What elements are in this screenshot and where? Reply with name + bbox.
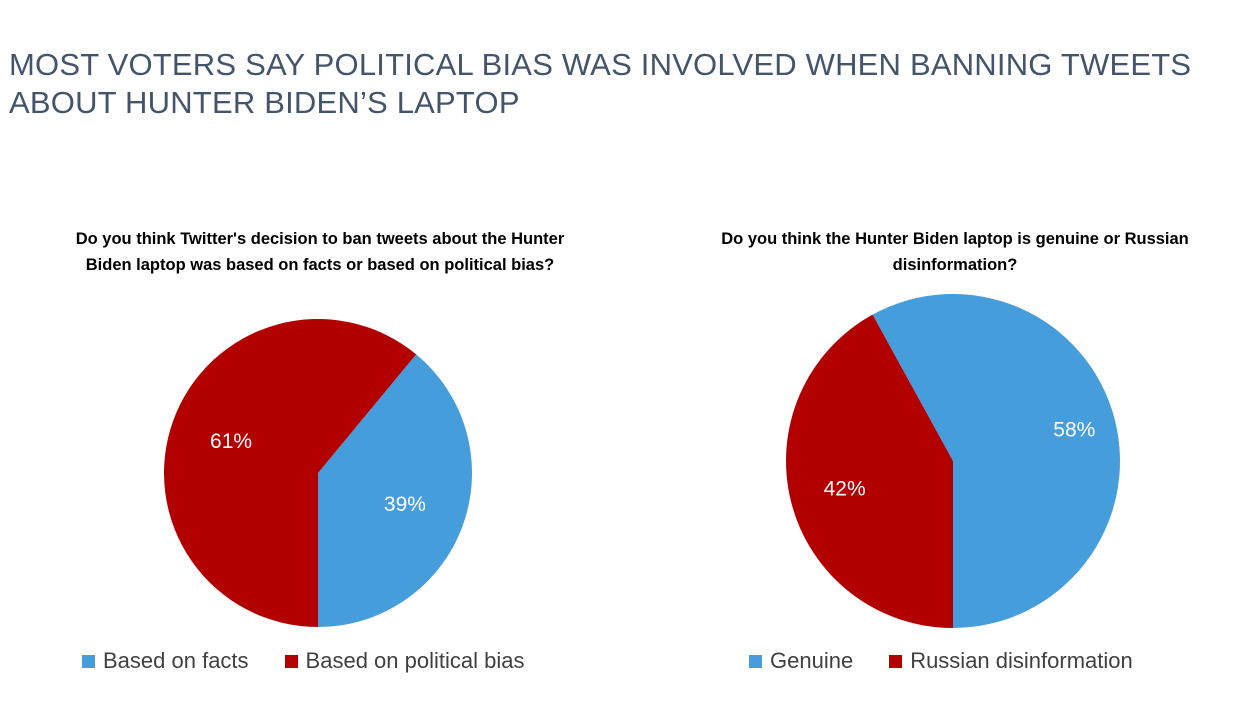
legend-swatch-red: [889, 654, 903, 668]
legend-label: Russian disinformation: [910, 648, 1133, 673]
pie-slice-genuine: [872, 294, 1120, 628]
pie-slice-based-on-political-bias: [164, 319, 417, 627]
legend-label: Based on political bias: [305, 648, 525, 673]
data-label-russian-disinformation: 42%: [824, 477, 866, 500]
chart-1-title: Do you think Twitter's decision to ban t…: [75, 230, 565, 274]
data-label-based-on-political-bias: 61%: [210, 430, 252, 453]
legend-chart-1: Based on facts Based on political bias: [82, 648, 524, 674]
legend-item-russian-disinformation: Russian disinformation: [889, 648, 1133, 674]
data-label-genuine: 58%: [1053, 418, 1095, 441]
legend-item-based-on-facts: Based on facts: [82, 648, 249, 674]
legend-swatch-blue: [82, 654, 95, 668]
page-title: MOST VOTERS SAY POLITICAL BIAS WAS INVOL…: [9, 47, 1192, 120]
pie-slice-based-on-facts: [318, 354, 472, 627]
legend-swatch-blue: [749, 654, 762, 668]
pie-slice-russian-disinformation: [786, 314, 953, 628]
legend-label: Genuine: [770, 648, 854, 673]
legend-item-based-on-political-bias: Based on political bias: [284, 648, 525, 674]
pie-chart-twitter-ban: 39% 61%: [164, 319, 472, 627]
data-label-based-on-facts: 39%: [384, 493, 426, 516]
legend-swatch-red: [284, 654, 298, 668]
legend-chart-2: Genuine Russian disinformation: [749, 648, 1133, 674]
pie-chart-laptop-genuine: 58% 42%: [786, 294, 1120, 628]
legend-item-genuine: Genuine: [749, 648, 853, 674]
chart-2-title: Do you think the Hunter Biden laptop is …: [721, 230, 1189, 274]
legend-label: Based on facts: [103, 648, 249, 673]
